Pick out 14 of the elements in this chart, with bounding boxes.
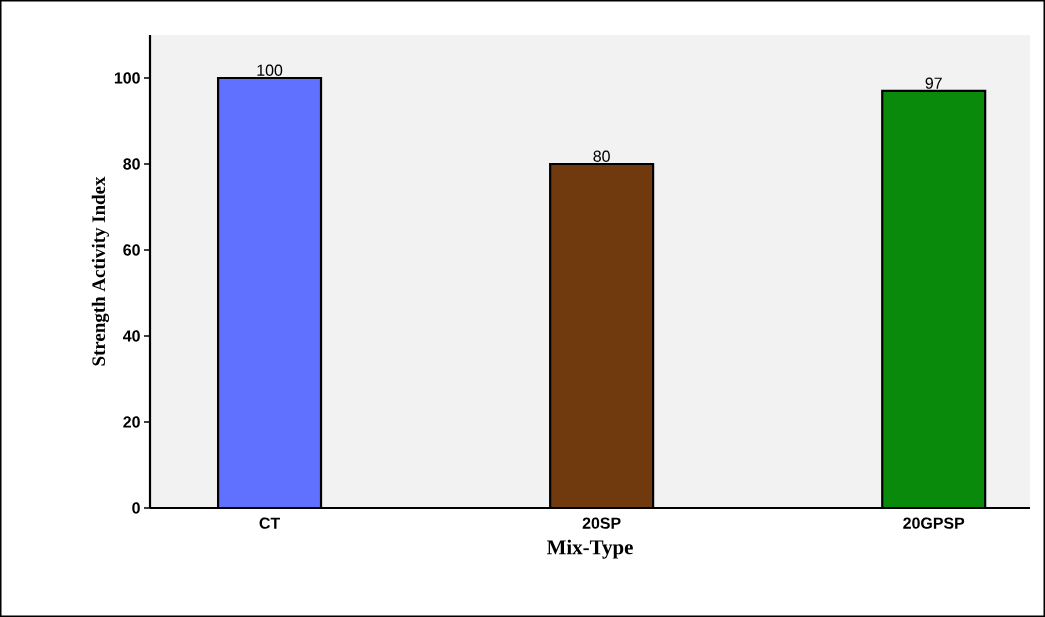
y-tick-label: 0 (132, 502, 140, 514)
x-tick-label: 20GPSP (903, 517, 965, 529)
y-tick-label: 60 (123, 244, 140, 256)
y-tick-label: 20 (123, 416, 140, 428)
x-tick-label: 20SP (582, 517, 621, 529)
y-axis-title: Strength Activity Index (91, 176, 110, 366)
data-label: 100 (257, 64, 283, 76)
data-label: 80 (593, 150, 610, 162)
data-label: 97 (925, 77, 942, 89)
y-tick-label: 40 (122, 330, 140, 342)
y-tick-label: 100 (114, 72, 140, 84)
x-tick-label: CT (259, 517, 280, 529)
y-tick-label: 80 (123, 158, 140, 170)
x-axis-title: Mix-Type (546, 539, 633, 559)
